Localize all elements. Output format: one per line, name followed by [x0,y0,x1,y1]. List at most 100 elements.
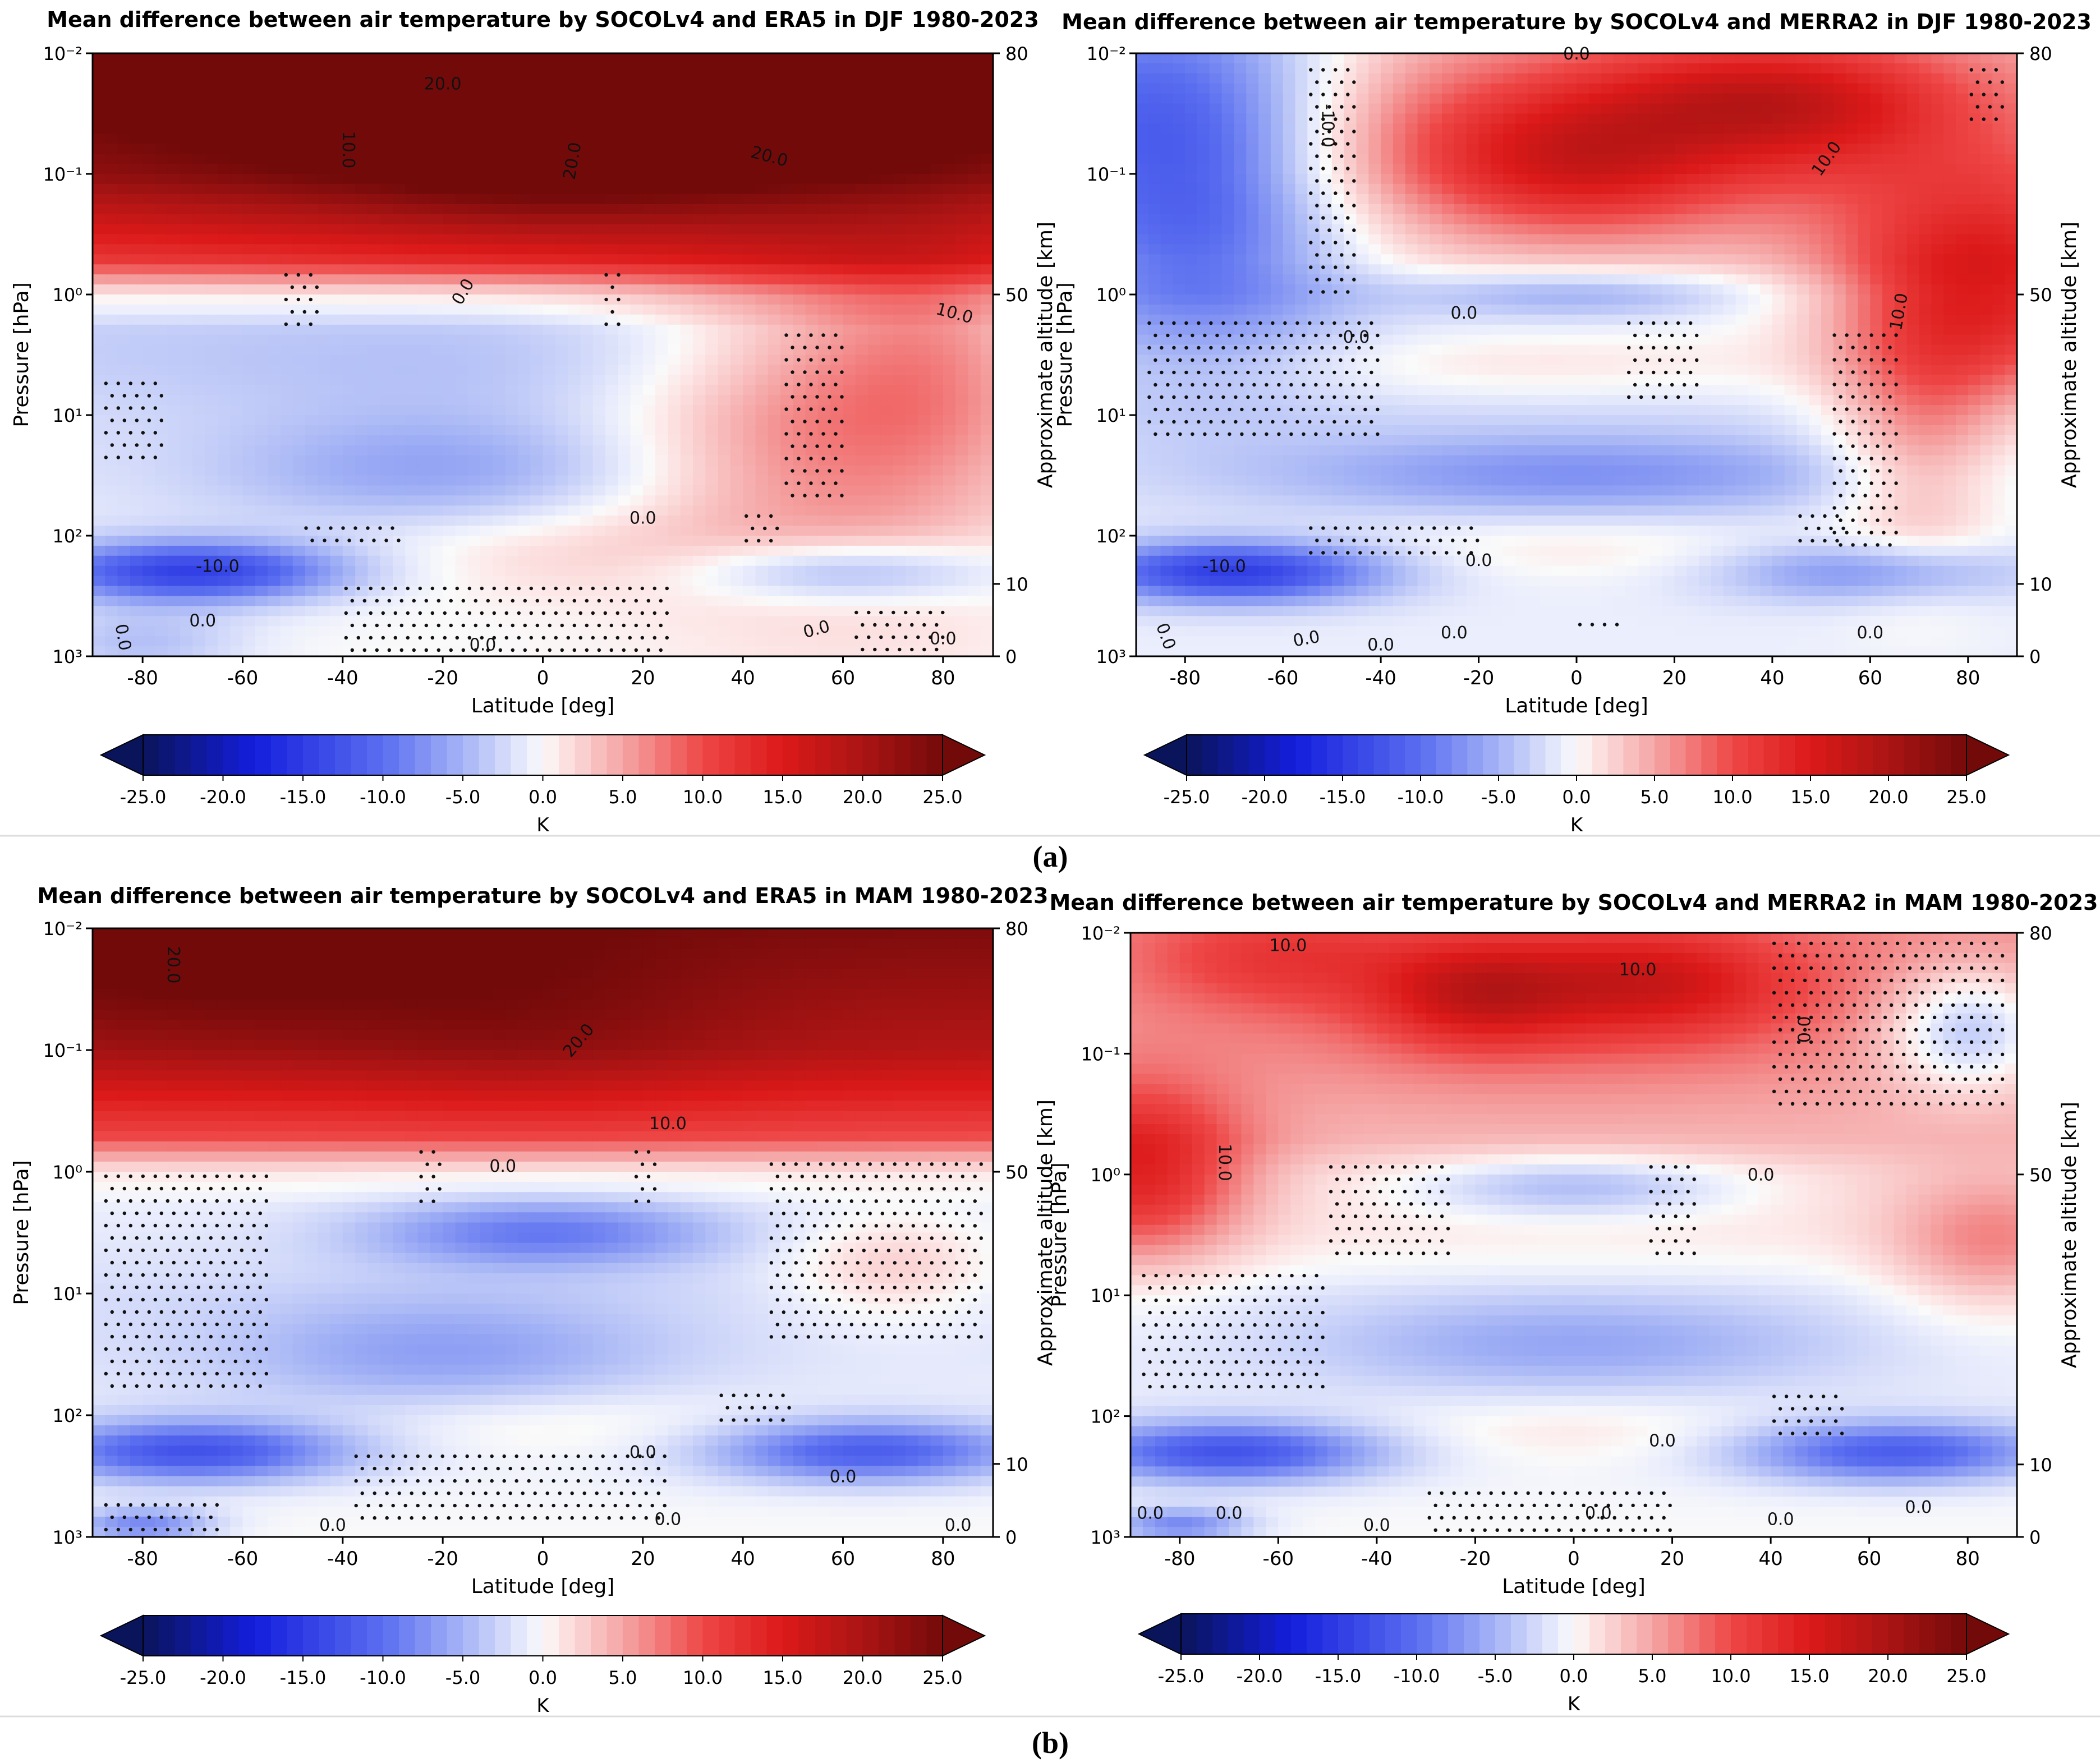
heatmap-cell [517,385,531,395]
heatmap-cell [580,636,594,647]
x-axis-label: Latitude [deg] [471,694,615,717]
heatmap-cell [330,103,343,114]
x-tick-label: 40 [731,667,755,689]
heatmap-cell [955,174,969,185]
heatmap-cell [693,294,706,305]
heatmap-cell [192,636,206,647]
heatmap-cell [242,586,256,597]
heatmap-cell [592,565,606,577]
colorbar-swatch [847,735,863,775]
heatmap-cell [543,134,556,144]
heatmap-cell [1711,63,1724,74]
heatmap-cell [117,485,131,496]
heatmap-cell [192,103,206,114]
heatmap-cell [718,435,731,446]
heatmap-cell [505,495,518,506]
stipple-dot [418,636,422,640]
heatmap-cell [1393,73,1406,84]
heatmap-cell [530,636,544,647]
heatmap-cell [543,174,556,185]
heatmap-cell [830,334,844,346]
heatmap-cell [467,123,481,135]
heatmap-cell [568,385,581,395]
heatmap-cell [630,324,644,335]
heatmap-cell [618,415,631,426]
heatmap-cell [805,626,819,637]
heatmap-cell [530,365,544,376]
heatmap-cell [330,144,343,154]
heatmap-cell [417,616,431,627]
heatmap-cell [543,425,556,436]
heatmap-cell [680,214,693,225]
heatmap-cell [318,83,331,94]
colorbar-tick-label: -20.0 [200,786,246,808]
heatmap-cell [380,505,393,516]
heatmap-cell [855,183,869,195]
heatmap-cell [906,314,919,325]
heatmap-cell [117,63,131,74]
heatmap-cell [855,626,869,637]
heatmap-cell [430,134,443,144]
heatmap-cell [443,134,456,144]
heatmap-cell [830,515,844,526]
heatmap-cell [768,565,781,577]
stipple-dot [640,611,645,615]
heatmap-cell [705,344,719,356]
heatmap-cell [517,63,531,74]
heatmap-cell [530,586,544,597]
heatmap-cell [230,395,243,406]
heatmap-cell [1295,63,1308,74]
heatmap-cell [843,465,856,476]
heatmap-cell [630,214,644,225]
heatmap-cell [130,254,143,265]
heatmap-cell [467,576,481,587]
heatmap-cell [855,254,869,265]
heatmap-cell [1735,53,1749,64]
heatmap-cell [943,495,956,506]
heatmap-cell [543,324,556,335]
stipple-dot [797,432,801,436]
heatmap-cell [255,465,268,476]
heatmap-cell [393,314,406,325]
heatmap-cell [255,596,268,607]
stipple-dot [436,623,440,628]
heatmap-cell [768,636,781,647]
heatmap-cell [143,435,156,446]
heatmap-cell [793,63,806,74]
heatmap-cell [730,475,743,486]
heatmap-cell [255,435,268,446]
heatmap-cell [630,244,644,255]
heatmap-cell [680,314,693,325]
heatmap-cell [417,103,431,114]
heatmap-cell [968,526,981,536]
heatmap-cell [830,214,844,225]
heatmap-cell [843,134,856,144]
stipple-dot [815,395,819,399]
heatmap-cell [1344,53,1357,64]
heatmap-cell [642,576,656,587]
heatmap-cell [955,344,969,356]
heatmap-cell [605,324,619,335]
heatmap-cell [342,144,356,154]
heatmap-cell [1845,53,1859,64]
heatmap-cell [255,154,268,164]
heatmap-cell [455,324,468,335]
heatmap-cell [743,475,756,486]
heatmap-cell [642,405,656,416]
heatmap-cell [755,576,769,587]
heatmap-cell [705,646,719,656]
heatmap-cell [680,304,693,315]
heatmap-cell [342,515,356,526]
heatmap-cell [968,355,981,366]
heatmap-cell [517,586,531,597]
heatmap-cell [655,294,669,305]
heatmap-cell [1858,53,1871,64]
heatmap-cell [768,294,781,305]
heatmap-cell [255,344,268,356]
heatmap-cell [517,465,531,476]
heatmap-cell [555,576,568,587]
heatmap-cell [167,334,181,346]
heatmap-cell [605,103,619,114]
heatmap-cell [668,455,681,466]
heatmap-cell [730,626,743,637]
